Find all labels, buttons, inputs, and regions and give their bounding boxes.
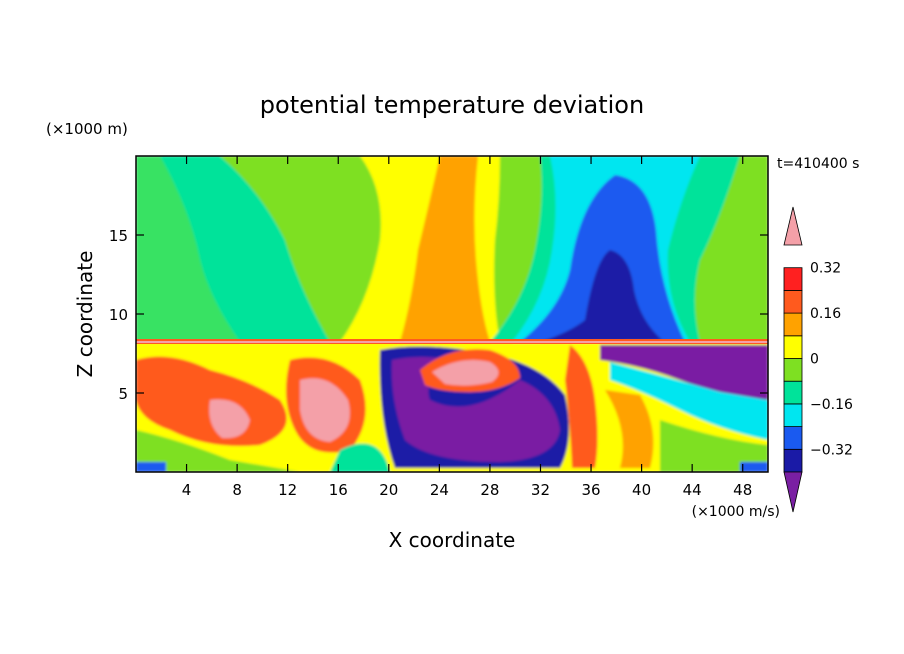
- colorbar-bin: [783, 403, 803, 427]
- chart-title: potential temperature deviation: [260, 91, 644, 119]
- x-tick-label: 44: [683, 481, 702, 499]
- x-tick-label: 20: [379, 481, 398, 499]
- x-tick-label: 28: [480, 481, 499, 499]
- colorbar-bin: [783, 358, 803, 382]
- x-tick-label: 4: [182, 481, 192, 499]
- colorbar-tick-label: 0: [810, 352, 819, 368]
- x-axis-label: X coordinate: [389, 528, 516, 552]
- lower-left-pink-patch-2: [209, 399, 250, 439]
- lower-left-pink-patch: [300, 378, 350, 442]
- cold-plume-navy: [540, 250, 662, 342]
- bottom-cold-strip-right: [740, 462, 768, 472]
- warm-plume-core: [400, 156, 490, 342]
- y-tick-label: 5: [118, 385, 128, 403]
- colorbar-bin: [783, 267, 803, 291]
- colorbar-bin: [783, 380, 803, 405]
- x-tick-label: 24: [430, 481, 449, 499]
- x-axis-ticks: 4 8 12 16 20 24 28 32 36 40 44 48: [182, 156, 752, 499]
- x-tick-label: 40: [632, 481, 651, 499]
- colorbar-bin: [783, 448, 803, 473]
- x-tick-label: 16: [329, 481, 348, 499]
- lower-right-cold-band: [600, 345, 768, 400]
- upper-left-weak-band: [136, 156, 240, 342]
- right-green-edge: [718, 156, 768, 342]
- colorbar-tick-label: −0.32: [810, 442, 853, 458]
- colorbar-bin: [783, 426, 803, 450]
- interface-highlight: [136, 341, 768, 343]
- lower-left-green-patch: [136, 430, 300, 472]
- lower-right-green: [660, 420, 768, 472]
- colorbar-tick-label: 0.16: [810, 306, 841, 322]
- lower-right-warm-streaks: [605, 390, 654, 468]
- time-label: t=410400 s: [777, 156, 859, 172]
- cold-plume-blue: [520, 175, 685, 342]
- contour-field: [136, 156, 768, 472]
- y-axis-ticks: 5 10 15: [109, 227, 768, 403]
- eddy-pink-tongue: [432, 359, 499, 386]
- colorbar-min-arrow: [783, 471, 803, 513]
- lower-right-cyan-band: [610, 362, 768, 440]
- lower-mid-green-patch: [330, 443, 390, 472]
- y-tick-label: 15: [109, 227, 128, 245]
- colorbar-bin: [783, 335, 803, 359]
- cold-eddy-core: [391, 356, 560, 462]
- colorbar-tick-label: 0.32: [810, 261, 841, 277]
- colorbar-bin: [783, 312, 803, 337]
- x-tick-label: 12: [278, 481, 297, 499]
- colorbar-tick-label: −0.16: [810, 397, 853, 413]
- bottom-cold-strip-left: [136, 462, 166, 472]
- colorbar: 0.32 0.16 0 −0.16 −0.32: [783, 206, 853, 513]
- x-tick-label: 36: [581, 481, 600, 499]
- lower-right-warm-column: [565, 345, 598, 468]
- y-tick-label: 10: [109, 306, 128, 324]
- x-tick-label: 32: [531, 481, 550, 499]
- x-tick-label: 48: [733, 481, 752, 499]
- y-axis-label: Z coordinate: [73, 251, 97, 378]
- x-tick-label: 8: [232, 481, 242, 499]
- colorbar-bin: [783, 289, 803, 314]
- colorbar-max-arrow: [783, 206, 803, 246]
- x-unit-label: (×1000 m/s): [692, 504, 780, 520]
- y-unit-label: (×1000 m): [46, 120, 128, 138]
